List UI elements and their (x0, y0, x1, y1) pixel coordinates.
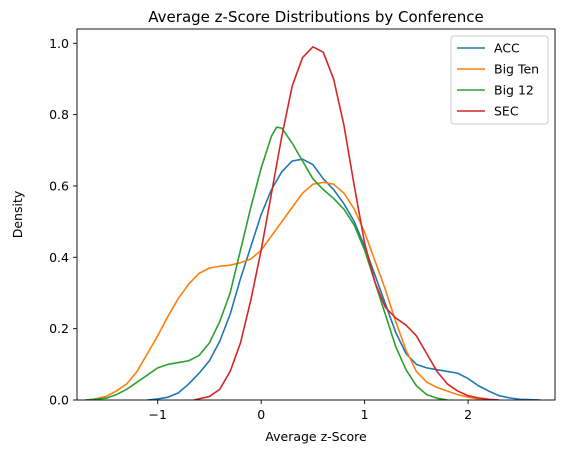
y-axis-label: Density (10, 190, 25, 238)
x-tick-label: 2 (464, 407, 472, 422)
chart-title: Average z-Score Distributions by Confere… (148, 8, 483, 26)
legend-label: SEC (494, 104, 519, 119)
legend-label: Big Ten (494, 62, 539, 77)
y-axis: 0.0 0.2 0.4 0.6 0.8 1.0 (49, 36, 77, 408)
y-tick-label: 1.0 (49, 36, 69, 51)
series-line-big-ten (90, 181, 489, 400)
series-line-sec (193, 46, 500, 400)
legend: ACC Big Ten Big 12 SEC (450, 35, 549, 125)
legend-box (450, 35, 549, 125)
y-tick-label: 0.0 (49, 393, 69, 408)
legend-label: ACC (494, 41, 520, 56)
x-tick-label: 0 (257, 407, 265, 422)
x-tick-label: −1 (148, 407, 166, 422)
legend-label: Big 12 (494, 83, 534, 98)
y-tick-label: 0.4 (49, 250, 69, 265)
y-tick-label: 0.6 (49, 178, 69, 193)
plot-frame (76, 28, 556, 401)
x-axis-label: Average z-Score (265, 429, 367, 444)
plot-area (76, 28, 556, 401)
series-line-big-12 (85, 126, 448, 400)
y-tick-label: 0.2 (49, 321, 69, 336)
y-tick-label: 0.8 (49, 107, 69, 122)
x-tick-label: 1 (361, 407, 369, 422)
x-axis: −1 0 1 2 (148, 400, 472, 422)
series-line-acc (147, 158, 541, 400)
